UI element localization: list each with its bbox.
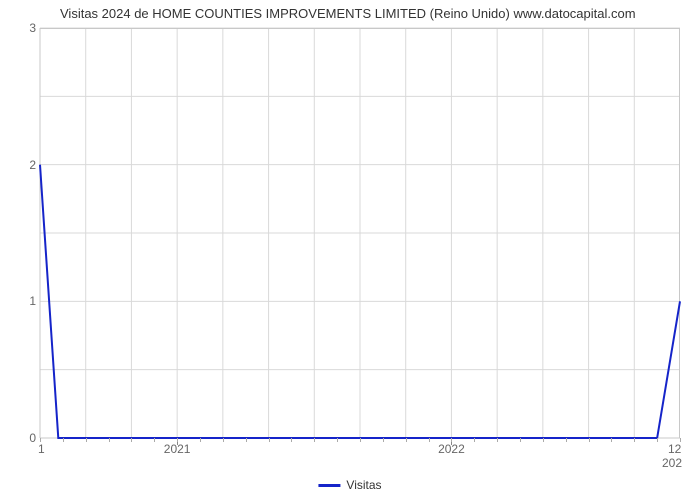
x-minor-tick	[177, 438, 178, 442]
x-minor-tick	[680, 438, 681, 442]
x-corner-right-top-label: 12	[668, 442, 681, 456]
x-minor-tick	[611, 438, 612, 442]
legend-label: Visitas	[346, 478, 381, 492]
x-minor-tick	[360, 438, 361, 442]
y-tick-label: 0	[29, 431, 36, 445]
x-minor-tick	[40, 438, 41, 442]
series-line	[40, 28, 680, 438]
x-corner-left-label: 1	[38, 442, 45, 456]
x-minor-tick	[657, 438, 658, 442]
x-minor-tick	[109, 438, 110, 442]
x-minor-tick	[291, 438, 292, 442]
x-minor-tick	[86, 438, 87, 442]
x-minor-tick	[63, 438, 64, 442]
x-minor-tick	[451, 438, 452, 442]
x-minor-tick	[429, 438, 430, 442]
x-minor-tick	[634, 438, 635, 442]
x-minor-tick	[497, 438, 498, 442]
legend: Visitas	[318, 478, 381, 492]
x-minor-tick	[154, 438, 155, 442]
x-minor-tick	[520, 438, 521, 442]
legend-swatch	[318, 484, 340, 487]
x-minor-tick	[406, 438, 407, 442]
x-minor-tick	[474, 438, 475, 442]
x-corner-right-bottom-label: 202	[662, 456, 682, 470]
x-minor-tick	[337, 438, 338, 442]
x-minor-tick	[200, 438, 201, 442]
x-minor-tick	[223, 438, 224, 442]
y-tick-label: 2	[29, 158, 36, 172]
x-minor-tick	[314, 438, 315, 442]
x-minor-tick	[566, 438, 567, 442]
y-tick-label: 1	[29, 294, 36, 308]
x-minor-tick	[543, 438, 544, 442]
x-minor-tick	[269, 438, 270, 442]
x-minor-tick	[246, 438, 247, 442]
y-tick-label: 3	[29, 21, 36, 35]
chart-title: Visitas 2024 de HOME COUNTIES IMPROVEMEN…	[60, 6, 636, 21]
x-minor-tick	[383, 438, 384, 442]
x-minor-tick	[131, 438, 132, 442]
x-minor-tick	[589, 438, 590, 442]
